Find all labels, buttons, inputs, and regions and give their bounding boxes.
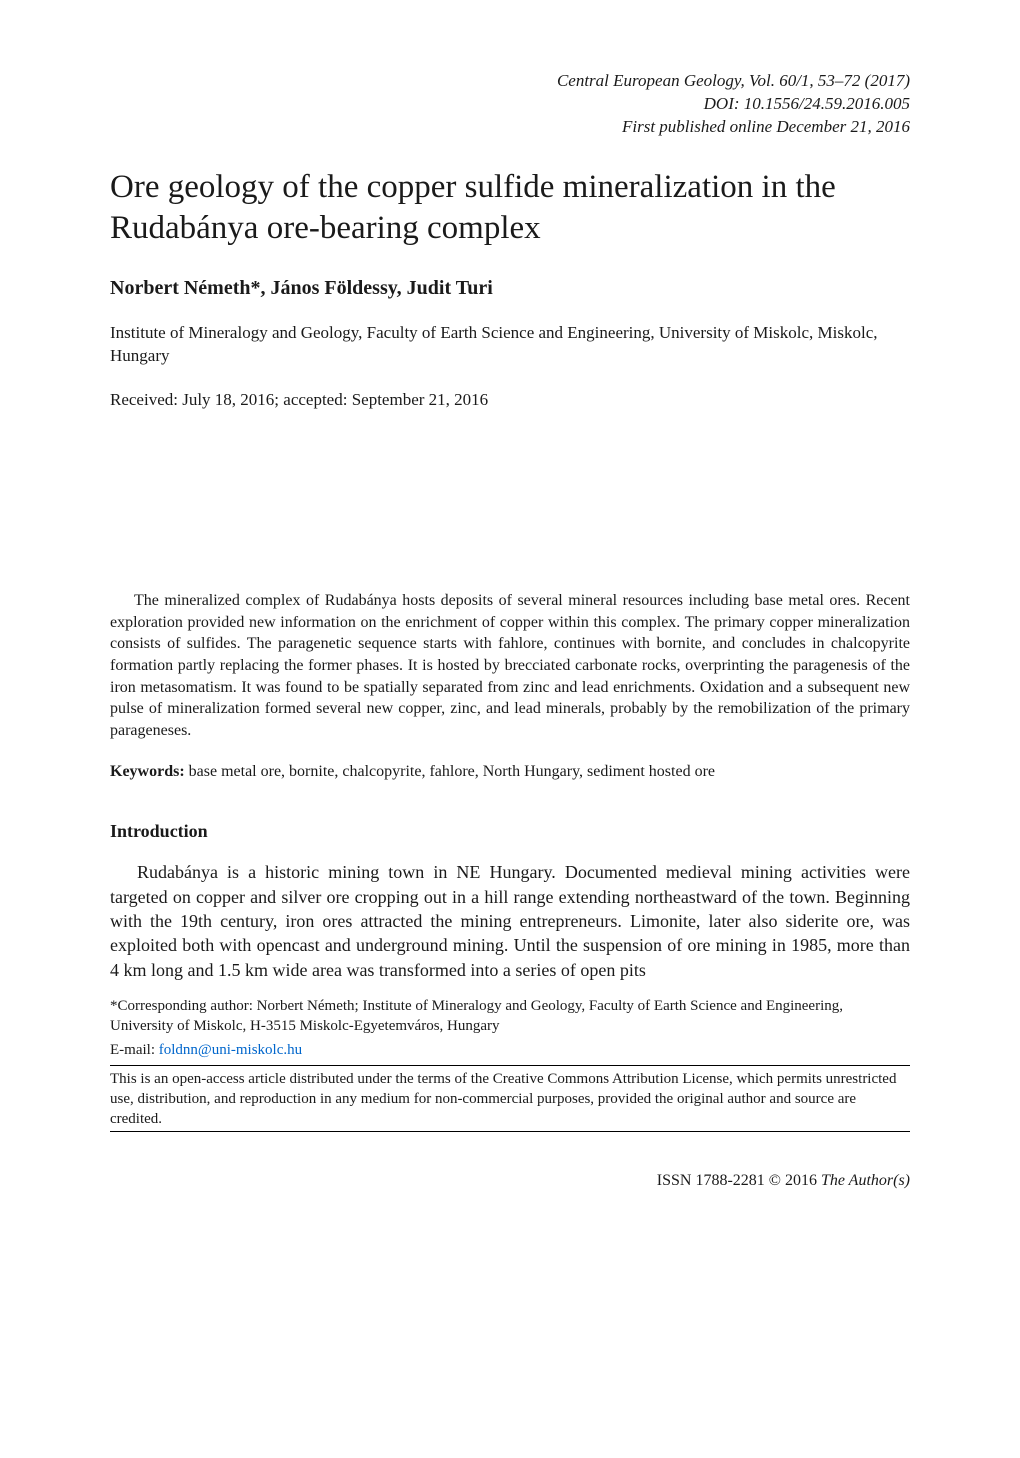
page-container: Central European Geology, Vol. 60/1, 53–… — [0, 0, 1020, 1458]
email-label: E-mail: — [110, 1042, 159, 1058]
body-paragraph-1: Rudabánya is a historic mining town in N… — [110, 860, 910, 981]
keywords-line: Keywords: base metal ore, bornite, chalc… — [110, 763, 910, 781]
issn-line: ISSN 1788-2281 © 2016 The Author(s) — [110, 1172, 910, 1190]
journal-citation: Central European Geology, Vol. 60/1, 53–… — [110, 70, 910, 93]
keywords-text: base metal ore, bornite, chalcopyrite, f… — [185, 763, 715, 780]
journal-pubdate: First published online December 21, 2016 — [110, 116, 910, 139]
corresponding-email-line: E-mail: foldnn@uni-miskolc.hu — [110, 1040, 910, 1060]
email-link[interactable]: foldnn@uni-miskolc.hu — [159, 1042, 302, 1058]
abstract-text: The mineralized complex of Rudabánya hos… — [110, 590, 910, 741]
corresponding-author: *Corresponding author: Norbert Németh; I… — [110, 996, 910, 1037]
footnotes-block: *Corresponding author: Norbert Németh; I… — [110, 996, 910, 1133]
issn-publisher: The Author(s) — [821, 1172, 910, 1189]
journal-doi: DOI: 10.1556/24.59.2016.005 — [110, 93, 910, 116]
author-affiliation: Institute of Mineralogy and Geology, Fac… — [110, 322, 910, 368]
article-title: Ore geology of the copper sulfide minera… — [110, 167, 910, 250]
journal-info-block: Central European Geology, Vol. 60/1, 53–… — [110, 70, 910, 139]
received-accepted-dates: Received: July 18, 2016; accepted: Septe… — [110, 390, 910, 410]
footnote-rule-bottom — [110, 1131, 910, 1132]
author-list: Norbert Németh*, János Földessy, Judit T… — [110, 277, 910, 300]
license-text: This is an open-access article distribut… — [110, 1069, 910, 1130]
section-heading-introduction: Introduction — [110, 821, 910, 842]
keywords-label: Keywords: — [110, 763, 185, 780]
issn-number: ISSN 1788-2281 © 2016 — [657, 1172, 821, 1189]
footnote-rule-top — [110, 1065, 910, 1066]
